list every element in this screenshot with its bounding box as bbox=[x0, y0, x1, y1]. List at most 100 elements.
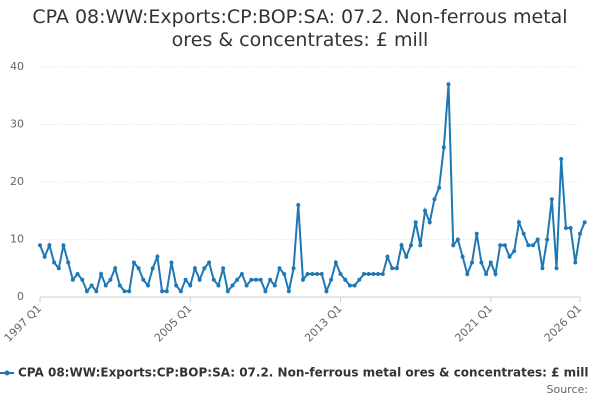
point bbox=[174, 283, 179, 288]
point bbox=[582, 220, 587, 225]
point bbox=[479, 260, 484, 265]
point bbox=[319, 272, 324, 276]
y-tick-label: 20 bbox=[10, 175, 24, 188]
point bbox=[376, 272, 381, 276]
point bbox=[94, 289, 99, 294]
point bbox=[357, 277, 362, 282]
point bbox=[99, 272, 104, 276]
point bbox=[455, 237, 460, 242]
point bbox=[427, 220, 432, 225]
point bbox=[84, 289, 89, 294]
point bbox=[488, 260, 493, 265]
point bbox=[502, 243, 507, 248]
point bbox=[366, 272, 371, 276]
point bbox=[333, 260, 338, 265]
point bbox=[80, 277, 85, 282]
point bbox=[474, 231, 479, 236]
point bbox=[460, 254, 465, 259]
point bbox=[221, 266, 226, 271]
point bbox=[122, 289, 127, 294]
y-tick-label: 40 bbox=[10, 60, 24, 73]
point bbox=[211, 277, 216, 282]
point bbox=[413, 220, 418, 225]
point bbox=[282, 272, 287, 276]
point bbox=[531, 243, 536, 248]
point bbox=[113, 266, 118, 271]
y-tick-label: 10 bbox=[10, 233, 24, 246]
point bbox=[362, 272, 366, 276]
point bbox=[451, 243, 456, 248]
point bbox=[291, 266, 296, 271]
point bbox=[399, 243, 404, 248]
legend-label: CPA 08:WW:Exports:CP:BOP:SA: 07.2. Non-f… bbox=[18, 366, 589, 380]
x-tick-label: 2021 Q1 bbox=[452, 302, 495, 345]
point bbox=[272, 283, 277, 288]
point bbox=[42, 254, 47, 259]
point bbox=[117, 283, 122, 288]
point bbox=[263, 289, 268, 294]
point bbox=[441, 145, 446, 150]
point bbox=[432, 197, 437, 202]
point bbox=[296, 203, 301, 207]
point bbox=[277, 266, 282, 271]
point bbox=[470, 260, 474, 265]
chart-title: CPA 08:WW:Exports:CP:BOP:SA: 07.2. Non-f… bbox=[32, 6, 568, 51]
point bbox=[300, 277, 305, 282]
point bbox=[305, 272, 310, 276]
y-tick-label: 30 bbox=[10, 118, 24, 131]
point bbox=[404, 254, 409, 259]
x-tick-label: 2005 Q1 bbox=[152, 302, 195, 345]
point bbox=[554, 266, 559, 271]
point bbox=[343, 277, 348, 282]
point bbox=[235, 277, 240, 282]
point bbox=[573, 260, 578, 265]
point bbox=[545, 237, 550, 242]
point bbox=[61, 243, 66, 248]
point bbox=[385, 254, 390, 259]
point bbox=[535, 237, 540, 242]
point bbox=[239, 272, 244, 276]
point bbox=[89, 283, 94, 288]
legend-marker bbox=[4, 370, 10, 376]
point bbox=[164, 289, 169, 294]
point bbox=[47, 243, 52, 248]
point bbox=[249, 277, 254, 282]
point bbox=[160, 289, 165, 294]
point bbox=[136, 266, 141, 271]
x-tick-label: 2026 Q1 bbox=[542, 302, 585, 345]
point bbox=[324, 289, 329, 294]
point bbox=[559, 157, 564, 161]
point bbox=[498, 243, 503, 248]
point bbox=[549, 197, 554, 202]
point bbox=[437, 185, 442, 190]
point bbox=[188, 283, 193, 288]
point bbox=[347, 283, 352, 288]
point bbox=[254, 277, 258, 282]
x-tick-label: 2013 Q1 bbox=[302, 302, 345, 345]
point bbox=[446, 82, 451, 87]
point bbox=[202, 266, 207, 271]
point bbox=[141, 277, 146, 282]
point bbox=[578, 231, 582, 236]
point bbox=[394, 266, 399, 271]
point bbox=[338, 272, 343, 276]
point bbox=[380, 272, 385, 276]
point bbox=[516, 220, 521, 225]
point bbox=[268, 277, 273, 282]
point bbox=[38, 243, 42, 248]
point bbox=[315, 272, 320, 276]
point bbox=[131, 260, 136, 265]
point bbox=[521, 231, 526, 236]
point bbox=[310, 272, 315, 276]
point bbox=[178, 289, 183, 294]
point bbox=[512, 249, 517, 253]
point bbox=[526, 243, 531, 248]
point bbox=[207, 260, 212, 265]
point bbox=[286, 289, 291, 294]
point bbox=[66, 260, 71, 265]
point bbox=[244, 283, 249, 288]
point bbox=[418, 243, 423, 248]
y-tick-label: 0 bbox=[17, 290, 24, 303]
point bbox=[103, 283, 108, 288]
